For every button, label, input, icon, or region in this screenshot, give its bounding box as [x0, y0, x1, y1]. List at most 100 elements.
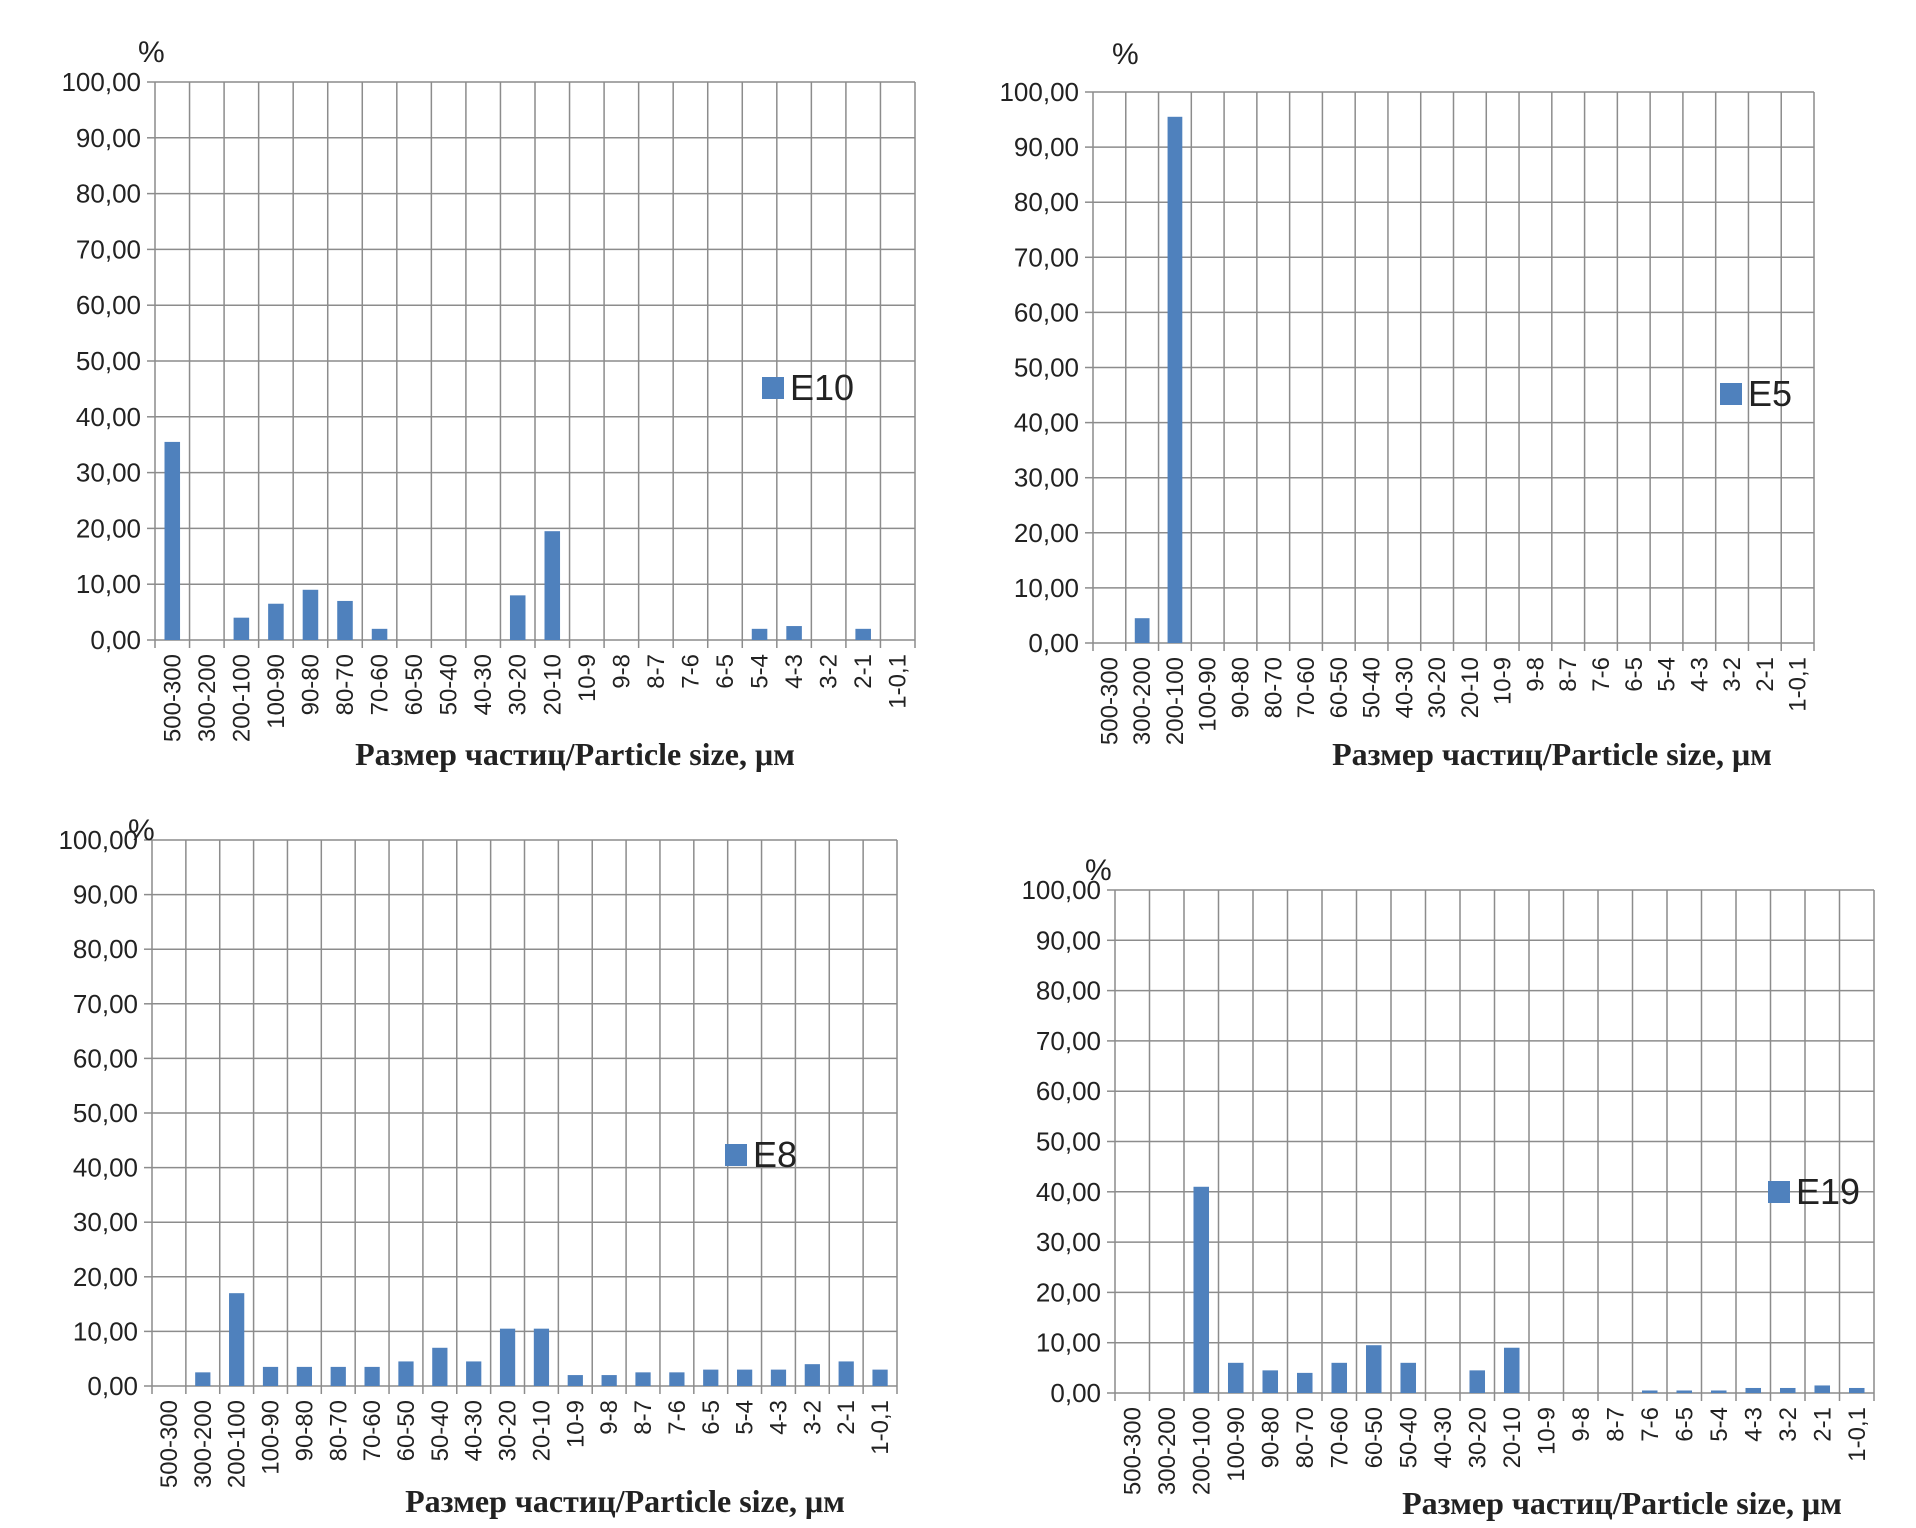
y-tick-label: 50,00 — [1014, 353, 1079, 383]
y-tick-label: 20,00 — [73, 1262, 138, 1292]
x-tick-label: 80-70 — [325, 1400, 352, 1461]
bar-6-5 — [1676, 1390, 1693, 1393]
x-axis-label: Размер частиц/Particle size, μм — [355, 736, 795, 772]
bar-70-60 — [364, 1366, 380, 1386]
y-tick-label: 70,00 — [73, 989, 138, 1019]
y-tick-label: 60,00 — [1014, 297, 1079, 327]
bar-70-60 — [371, 628, 388, 640]
x-axis-label: Размер частиц/Particle size, μм — [1402, 1485, 1842, 1521]
x-tick-label: 50-40 — [436, 654, 463, 715]
legend-swatch — [725, 1144, 747, 1166]
y-axis-unit: % — [138, 36, 165, 69]
y-axis-unit: % — [1112, 38, 1139, 71]
legend-label: E19 — [1796, 1171, 1860, 1212]
x-tick-label: 2-1 — [1809, 1407, 1836, 1442]
x-tick-label: 6-5 — [712, 654, 739, 689]
bar-80-70 — [1296, 1372, 1313, 1393]
y-tick-label: 50,00 — [73, 1098, 138, 1128]
x-tick-label: 2-1 — [850, 654, 877, 689]
bar-9-8 — [601, 1375, 617, 1386]
bar-5-4 — [751, 628, 768, 640]
x-tick-label: 3-2 — [816, 654, 843, 689]
x-tick-label: 1-0,1 — [1785, 657, 1812, 712]
chart-panel-1: 0,00 10,00 20,00 30,00 40,00 50,00 60,00 70,00 8… — [61, 36, 916, 772]
bar-5-4 — [736, 1369, 753, 1386]
y-tick-label: 100,00 — [61, 67, 141, 97]
y-tick-label: 100,00 — [58, 825, 138, 855]
x-tick-label: 80-70 — [1292, 1407, 1319, 1468]
x-tick-label: 5-4 — [732, 1400, 759, 1435]
x-tick-label: 70-60 — [1326, 1407, 1353, 1468]
y-tick-label: 40,00 — [76, 402, 141, 432]
bar-8-7 — [635, 1372, 651, 1386]
y-axis-unit: % — [1085, 854, 1112, 887]
y-tick-label: 90,00 — [76, 123, 141, 153]
legend-swatch — [1768, 1181, 1790, 1203]
x-tick-label: 8-7 — [630, 1400, 657, 1435]
bar-90-80 — [302, 589, 319, 640]
y-tick-label: 100,00 — [999, 77, 1079, 107]
x-tick-label: 70-60 — [359, 1400, 386, 1461]
x-tick-label: 8-7 — [1555, 657, 1582, 692]
x-tick-label: 7-6 — [664, 1400, 691, 1435]
bar-20-10 — [1503, 1347, 1520, 1393]
bar-200-100 — [229, 1293, 245, 1386]
x-tick-label: 10-9 — [562, 1400, 589, 1448]
bar-10-9 — [567, 1375, 583, 1386]
x-tick-label: 40-30 — [1430, 1407, 1457, 1468]
x-tick-label: 8-7 — [643, 654, 670, 689]
y-tick-label: 10,00 — [1014, 573, 1079, 603]
y-tick-label: 0,00 — [87, 1371, 138, 1401]
x-tick-label: 6-5 — [1671, 1407, 1698, 1442]
bar-60-50 — [1365, 1345, 1382, 1393]
y-tick-label: 10,00 — [73, 1316, 138, 1346]
bar-30-20 — [509, 595, 526, 640]
y-tick-label: 30,00 — [73, 1207, 138, 1237]
bar-200-100 — [233, 617, 250, 640]
bar-100-90 — [1227, 1362, 1244, 1393]
x-tick-label: 10-9 — [1490, 657, 1517, 705]
y-axis-unit: % — [128, 814, 155, 847]
x-tick-label: 20-10 — [539, 654, 566, 715]
x-tick-label: 50-40 — [1395, 1407, 1422, 1468]
x-axis-label: Размер частиц/Particle size, μм — [1332, 736, 1772, 772]
x-axis-label: Размер частиц/Particle size, μм — [405, 1483, 845, 1519]
x-tick-label: 70-60 — [367, 654, 394, 715]
legend-label: E5 — [1748, 373, 1792, 414]
bar-2-1 — [1814, 1385, 1831, 1393]
y-tick-label: 0,00 — [1028, 628, 1079, 658]
y-tick-label: 30,00 — [76, 458, 141, 488]
bar-30-20 — [499, 1328, 516, 1386]
x-tick-label: 9-8 — [596, 1400, 623, 1435]
bar-30-20 — [1469, 1370, 1486, 1393]
y-tick-label: 70,00 — [1014, 242, 1079, 272]
bar-200-100 — [1167, 116, 1183, 644]
x-tick-label: 6-5 — [698, 1400, 725, 1435]
chart-panel-3: 0,00 10,00 20,00 30,00 40,00 50,00 60,00 70,00 8… — [58, 814, 898, 1519]
x-tick-label: 3-2 — [1775, 1407, 1802, 1442]
x-tick-label: 30-20 — [1464, 1407, 1491, 1468]
y-tick-label: 90,00 — [1014, 132, 1079, 162]
y-tick-label: 80,00 — [73, 934, 138, 964]
x-tick-label: 80-70 — [332, 654, 359, 715]
y-tick-label: 60,00 — [73, 1043, 138, 1073]
bar-2-1 — [838, 1361, 854, 1386]
bar-60-50 — [398, 1361, 414, 1386]
x-tick-label: 5-4 — [1706, 1407, 1733, 1442]
bar-3-2 — [804, 1364, 820, 1386]
legend-swatch — [1720, 383, 1742, 405]
x-tick-label: 100-90 — [1195, 657, 1222, 732]
legend: E8 — [725, 1134, 797, 1175]
bar-100-90 — [262, 1366, 279, 1386]
bar-2-1 — [855, 628, 871, 640]
legend: E5 — [1720, 373, 1792, 414]
x-tick-label: 300-200 — [1129, 657, 1156, 745]
bar-20-10 — [544, 531, 561, 640]
x-tick-label: 7-6 — [677, 654, 704, 689]
y-tick-label: 70,00 — [1036, 1026, 1101, 1056]
x-tick-label: 500-300 — [1119, 1407, 1146, 1495]
x-tick-label: 4-3 — [765, 1400, 792, 1435]
y-tick-label: 20,00 — [1036, 1277, 1101, 1307]
bar-300-200 — [1134, 618, 1150, 643]
